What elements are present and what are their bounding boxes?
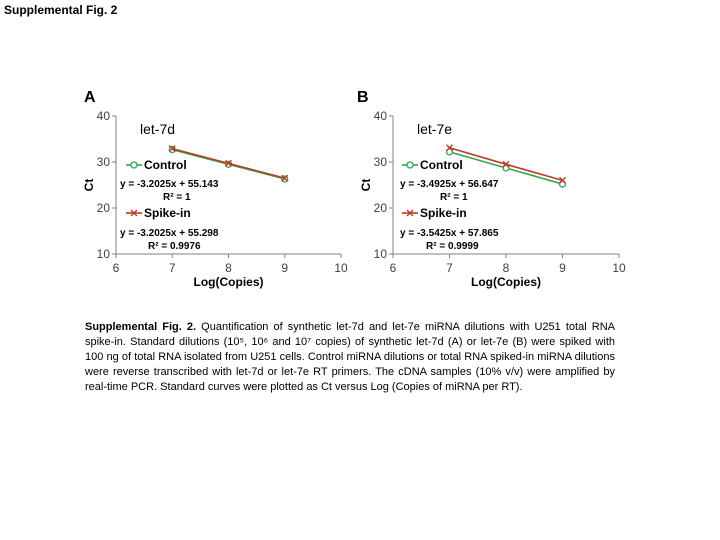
y-tick-label: 10 — [97, 247, 111, 261]
y-tick-label: 10 — [374, 247, 388, 261]
x-tick-label: 9 — [559, 261, 566, 275]
data-point — [225, 159, 232, 167]
x-tick-label: 7 — [446, 261, 453, 275]
chart-title: let-7e — [417, 121, 452, 137]
y-axis-title: Ct — [359, 179, 373, 192]
y-tick-label: 30 — [97, 155, 111, 169]
caption-body: Quantification of synthetic let-7d and l… — [85, 321, 615, 393]
x-tick-label: 6 — [390, 261, 397, 275]
y-tick-label: 20 — [97, 201, 111, 215]
caption-lead: Supplemental Fig. 2. — [85, 321, 197, 333]
panel-letter: A — [84, 89, 96, 106]
legend-label: Control — [144, 158, 187, 172]
r-squared-label: R² = 1 — [163, 192, 191, 203]
x-axis-title: Log(Copies) — [194, 275, 264, 289]
r-squared-label: R² = 0.9976 — [148, 241, 201, 252]
data-point — [559, 176, 566, 184]
data-point — [168, 145, 176, 153]
legend-label: Spike-in — [420, 206, 467, 220]
y-tick-label: 40 — [374, 109, 388, 123]
chart-title: let-7d — [140, 121, 175, 137]
data-point — [281, 174, 289, 182]
page-title: Supplemental Fig. 2 — [4, 3, 118, 17]
legend-marker — [406, 161, 414, 169]
x-tick-label: 6 — [113, 261, 120, 275]
x-tick-label: 10 — [334, 261, 348, 275]
data-point — [446, 144, 453, 152]
x-tick-label: 7 — [169, 261, 176, 275]
y-tick-label: 30 — [374, 155, 388, 169]
x-axis-title: Log(Copies) — [471, 275, 541, 289]
trendline-equation: y = -3.4925x + 56.647 — [400, 179, 499, 190]
x-tick-label: 10 — [612, 261, 626, 275]
figure-caption: Supplemental Fig. 2. Quantification of s… — [85, 320, 615, 395]
y-axis-title: Ct — [82, 179, 96, 192]
x-tick-label: 8 — [225, 261, 232, 275]
data-point — [502, 160, 510, 168]
y-tick-label: 20 — [374, 201, 388, 215]
panel-letter: B — [357, 89, 369, 106]
r-squared-label: R² = 1 — [440, 192, 468, 203]
data-point — [445, 148, 454, 156]
x-tick-label: 8 — [503, 261, 510, 275]
legend-marker — [406, 209, 414, 217]
legend-marker — [130, 161, 138, 169]
trendline-equation: y = -3.2025x + 55.143 — [120, 179, 219, 190]
legend-label: Spike-in — [144, 206, 191, 220]
y-tick-label: 40 — [97, 109, 111, 123]
trendline-equation: y = -3.2025x + 55.298 — [120, 228, 219, 239]
legend-marker — [130, 209, 138, 217]
x-tick-label: 9 — [281, 261, 288, 275]
legend-label: Control — [420, 158, 463, 172]
r-squared-label: R² = 0.9999 — [426, 241, 479, 252]
trendline-equation: y = -3.5425x + 57.865 — [400, 228, 499, 239]
